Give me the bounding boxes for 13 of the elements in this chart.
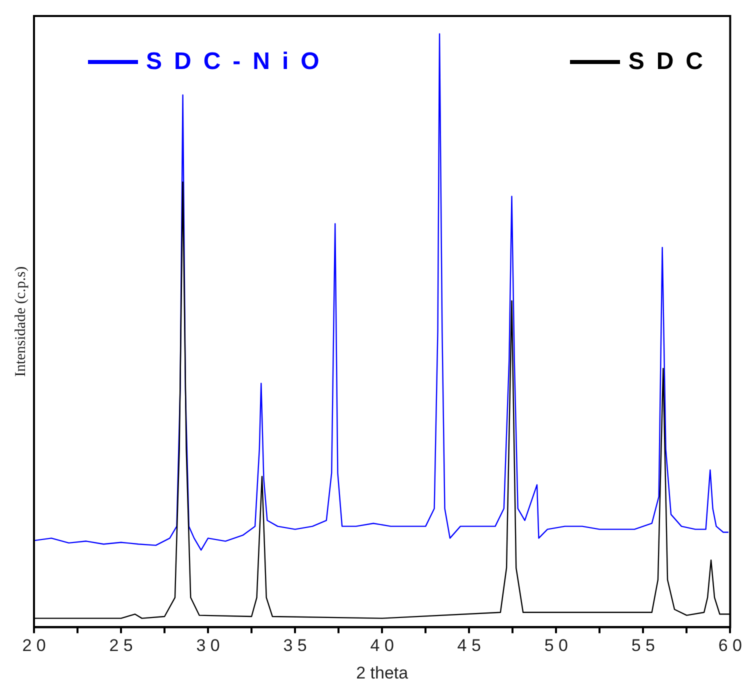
x-tick-label: 2 0 bbox=[22, 636, 46, 656]
legend-label: SDC-NiO bbox=[146, 48, 332, 76]
x-tick-label: 3 0 bbox=[196, 636, 220, 656]
x-tick-label: 2 5 bbox=[109, 636, 133, 656]
y-axis-title: Intensidade (c.p.s) bbox=[12, 266, 29, 377]
x-tick-label: 4 5 bbox=[457, 636, 481, 656]
x-tick-label: 4 0 bbox=[370, 636, 394, 656]
x-tick-label: 6 0 bbox=[718, 636, 742, 656]
x-tick-label: 3 5 bbox=[283, 636, 307, 656]
x-tick-label: 5 0 bbox=[544, 636, 568, 656]
x-axis-title: 2 theta bbox=[356, 663, 409, 682]
legend-label: SDC bbox=[628, 48, 715, 76]
x-tick-label: 5 5 bbox=[631, 636, 655, 656]
